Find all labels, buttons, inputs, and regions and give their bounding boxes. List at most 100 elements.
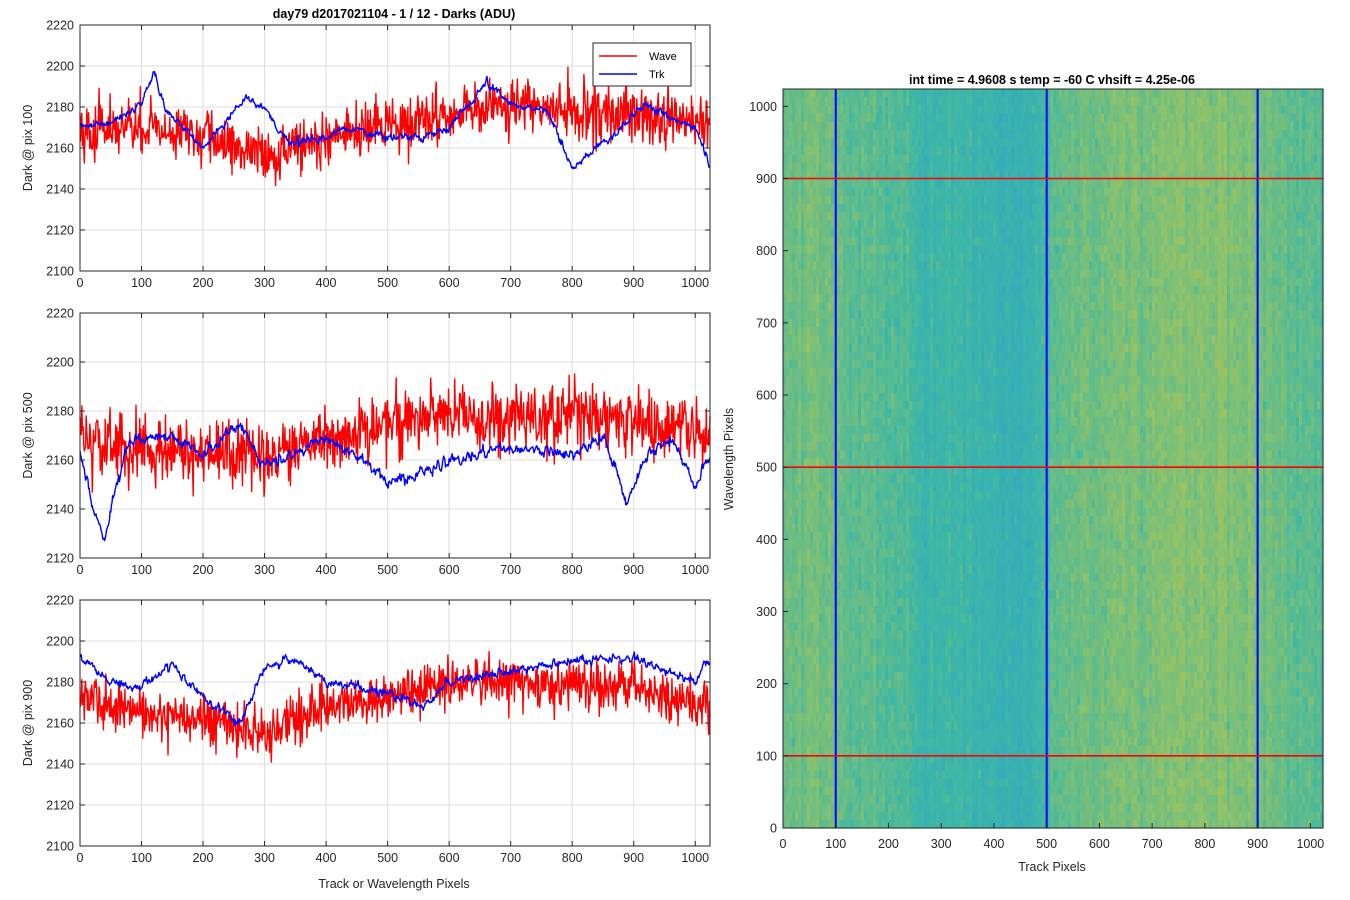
heatmap-cell [786, 220, 790, 230]
heatmap-cell [795, 770, 799, 780]
heatmap-cell [792, 548, 796, 558]
heatmap-cell [810, 179, 814, 189]
heatmap-cell [816, 154, 820, 164]
heatmap-cell [789, 179, 793, 189]
heatmap-cell [813, 770, 817, 780]
heatmap-cell [813, 179, 817, 189]
heatmap-cell [783, 146, 787, 156]
x-tick-label: 800 [562, 276, 583, 290]
heatmap-cell [807, 663, 811, 673]
heatmap-cell [816, 335, 820, 345]
heatmap-cell [786, 327, 790, 336]
heatmap-cell [798, 548, 802, 558]
heatmap-cell [813, 212, 817, 221]
heatmap-cell [816, 466, 820, 476]
heatmap-cell [813, 795, 817, 804]
heatmap-cell [789, 97, 793, 107]
heatmap-cell [789, 515, 793, 525]
heatmap-cell [786, 359, 790, 369]
heatmap-cell [804, 97, 808, 107]
heatmap-cell [792, 384, 796, 394]
heatmap-cell [804, 729, 808, 739]
heatmap-cell [804, 261, 808, 271]
heatmap-cell [807, 778, 811, 788]
heatmap-cell [783, 565, 787, 575]
heatmap-cell [807, 171, 811, 180]
heatmap-cell [804, 195, 808, 205]
heatmap-cell [786, 573, 790, 583]
heatmap-cell [795, 138, 799, 148]
heatmap-cell [786, 384, 790, 394]
heatmap-cell [795, 663, 799, 673]
x-tick-label: 500 [377, 563, 398, 577]
heatmap-cell [786, 581, 790, 591]
x-tick-label: 400 [316, 276, 337, 290]
heatmap-cell [783, 253, 787, 263]
heatmap-cell [819, 294, 823, 304]
heatmap-cell [816, 770, 820, 780]
heatmap-cell [804, 713, 808, 722]
heatmap-cell [789, 688, 793, 698]
heatmap-cell [804, 253, 808, 263]
heatmap-cell [816, 376, 820, 386]
heatmap-cell [807, 154, 811, 164]
heatmap-cell [783, 245, 787, 254]
heatmap-cell [813, 310, 817, 320]
heatmap-cell [792, 245, 796, 254]
heatmap-cell [819, 146, 823, 156]
heatmap-cell [795, 154, 799, 164]
heatmap-cell [816, 138, 820, 148]
heatmap-cell [813, 245, 817, 254]
heatmap-cell [810, 417, 814, 427]
heatmap-cell [792, 195, 796, 205]
heatmap-cell [819, 138, 823, 148]
heatmap-cell [807, 130, 811, 139]
heatmap-cell [816, 113, 820, 123]
heatmap-cell [789, 573, 793, 583]
heatmap-cell [816, 762, 820, 772]
heatmap-cell [816, 368, 820, 377]
heatmap-cell [786, 515, 790, 525]
x-tick-label: 200 [193, 563, 214, 577]
heatmap-cell [804, 581, 808, 591]
heatmap-cell [795, 450, 799, 460]
heatmap-cell [813, 581, 817, 591]
heatmap-cell [807, 236, 811, 246]
heatmap-cell [789, 450, 793, 460]
heatmap-cell [783, 745, 787, 755]
heatmap-cell [786, 154, 790, 164]
heatmap-cell [804, 171, 808, 180]
heatmap-cell [789, 425, 793, 435]
heatmap-cell [798, 507, 802, 517]
heatmap-cell [789, 261, 793, 271]
heatmap-cell [807, 639, 811, 648]
heatmap-cell [813, 294, 817, 304]
heatmap-cell [795, 318, 799, 328]
heatmap-cell [789, 745, 793, 755]
heatmap-cell [789, 598, 793, 607]
heatmap-cell [813, 466, 817, 476]
heatmap-cell [801, 351, 805, 361]
heatmap-cell [783, 671, 787, 681]
heatmap-cell [801, 401, 805, 410]
heatmap-cell [801, 606, 805, 616]
heatmap-cell [789, 89, 793, 98]
heatmap-cell [789, 433, 793, 443]
heatmap-cell [801, 417, 805, 427]
heatmap-cell [798, 721, 802, 731]
x-tick-label: 200 [193, 276, 214, 290]
heatmap-cell [783, 286, 787, 295]
heatmap-cell [801, 458, 805, 468]
heatmap-cell [816, 384, 820, 394]
heatmap-cell [810, 392, 814, 402]
heatmap-cell [792, 721, 796, 731]
heatmap-cell [816, 105, 820, 115]
heatmap-cell [798, 474, 802, 484]
heatmap-cell [801, 277, 805, 287]
y-tick-label: 2220 [46, 19, 74, 33]
heatmap-cell [786, 548, 790, 558]
heatmap-cell [786, 228, 790, 238]
heatmap-panel: 0 100 200 300 400 500 600 700 800 900 100001002003… [749, 88, 1324, 851]
heatmap-cell [813, 532, 817, 542]
heatmap-cell [807, 770, 811, 780]
